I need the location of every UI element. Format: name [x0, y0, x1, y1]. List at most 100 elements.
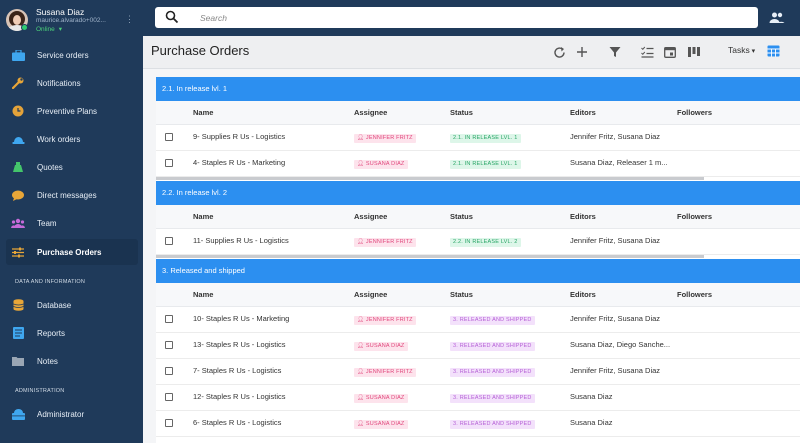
clock-icon [11, 104, 25, 118]
horizontal-scrollbar[interactable] [156, 177, 704, 180]
column-assignee[interactable]: Assignee [354, 108, 388, 117]
status-badge: 3. RELEASED AND SHIPPED [450, 420, 535, 429]
page-header: Purchase Orders Tasks [143, 36, 800, 69]
nav-item-work-orders[interactable]: Work orders [6, 126, 138, 152]
add-icon[interactable] [575, 45, 589, 59]
order-name[interactable]: 11- Supplies R Us - Logistics [193, 236, 289, 245]
row-checkbox[interactable] [165, 419, 173, 427]
row-checkbox[interactable] [165, 393, 173, 401]
row-checkbox[interactable] [165, 367, 173, 375]
group-header[interactable]: 2.2. In release lvl. 2 [156, 181, 800, 205]
search-input[interactable] [200, 10, 740, 25]
status-badge: 2.1. IN RELEASE LVL. 1 [450, 160, 521, 169]
column-name[interactable]: Name [193, 212, 214, 221]
tasks-dropdown[interactable]: Tasks [728, 45, 755, 55]
assignee-badge[interactable]: 👤︎ JENNIFER FRITZ [354, 238, 416, 247]
online-indicator [21, 24, 28, 31]
sidebar: Susana Diaz maurice.alvarado+002... Onli… [0, 0, 143, 443]
column-editors[interactable]: Editors [570, 108, 596, 117]
order-name[interactable]: 4- Staples R Us - Marketing [193, 158, 286, 167]
filter-icon[interactable] [608, 45, 622, 59]
calendar-icon[interactable] [663, 45, 677, 59]
status-badge: 3. RELEASED AND SHIPPED [450, 394, 535, 403]
people-icon[interactable] [769, 10, 785, 26]
row-checkbox[interactable] [165, 159, 173, 167]
avatar [6, 9, 28, 31]
nav-item-notifications[interactable]: Notifications [6, 70, 138, 96]
column-name[interactable]: Name [193, 108, 214, 117]
column-followers[interactable]: Followers [677, 290, 713, 299]
group-released-and-shipped: 3. Released and shipped Name Assignee St… [156, 259, 800, 437]
order-name[interactable]: 12- Staples R Us - Logistics [193, 392, 286, 401]
nav-label: Preventive Plans [37, 107, 98, 116]
nav-item-direct-messages[interactable]: Direct messages [6, 182, 138, 208]
nav-item-team[interactable]: Team [6, 210, 138, 236]
row-checkbox[interactable] [165, 315, 173, 323]
nav-item-service-orders[interactable]: Service orders [6, 42, 138, 68]
user-status-dropdown[interactable]: Online [36, 25, 62, 33]
table-row[interactable]: 9- Supplies R Us - Logistics 👤︎ JENNIFER… [156, 125, 800, 151]
checklist-icon[interactable] [640, 45, 654, 59]
nav-label: Work orders [37, 135, 81, 144]
order-name[interactable]: 10- Staples R Us - Marketing [193, 314, 290, 323]
column-followers[interactable]: Followers [677, 212, 713, 221]
column-followers[interactable]: Followers [677, 108, 713, 117]
team-icon [11, 216, 25, 230]
nav-item-preventive-plans[interactable]: Preventive Plans [6, 98, 138, 124]
nav-item-administrator[interactable]: Administrator [6, 401, 138, 427]
table-row[interactable]: 11- Supplies R Us - Logistics 👤︎ JENNIFE… [156, 229, 800, 255]
group-header[interactable]: 3. Released and shipped [156, 259, 800, 283]
orders-list: 2.1. In release lvl. 1 Name Assignee Sta… [156, 77, 800, 443]
column-status[interactable]: Status [450, 108, 473, 117]
order-name[interactable]: 13- Staples R Us - Logistics [193, 340, 286, 349]
search-bar[interactable] [155, 7, 758, 28]
assignee-badge[interactable]: 👤︎ SUSANA DIAZ [354, 394, 408, 403]
sliders-icon [11, 245, 25, 259]
horizontal-scrollbar[interactable] [156, 255, 704, 258]
assignee-badge[interactable]: 👤︎ SUSANA DIAZ [354, 160, 408, 169]
assignee-badge[interactable]: 👤︎ JENNIFER FRITZ [354, 368, 416, 377]
column-status[interactable]: Status [450, 212, 473, 221]
nav-item-purchase-orders[interactable]: Purchase Orders [6, 239, 138, 265]
row-checkbox[interactable] [165, 237, 173, 245]
top-bar [143, 0, 800, 36]
nav-item-reports[interactable]: Reports [6, 320, 138, 346]
order-name[interactable]: 9- Supplies R Us - Logistics [193, 132, 286, 141]
group-header[interactable]: 2.1. In release lvl. 1 [156, 77, 800, 101]
row-checkbox[interactable] [165, 341, 173, 349]
refresh-icon[interactable] [552, 45, 566, 59]
table-row[interactable]: 4- Staples R Us - Marketing 👤︎ SUSANA DI… [156, 151, 800, 177]
table-row[interactable]: 6- Staples R Us - Logistics 👤︎ SUSANA DI… [156, 411, 800, 437]
nav-item-notes[interactable]: Notes [6, 348, 138, 374]
status-badge: 2.2. IN RELEASE LVL. 2 [450, 238, 521, 247]
nav-item-quotes[interactable]: Quotes [6, 154, 138, 180]
order-name[interactable]: 6- Staples R Us - Logistics [193, 418, 282, 427]
editors-cell: Jennifer Fritz, Susana Diaz [570, 366, 661, 375]
assignee-badge[interactable]: 👤︎ SUSANA DIAZ [354, 342, 408, 351]
nav-label: Reports [37, 329, 66, 338]
table-row[interactable]: 10- Staples R Us - Marketing 👤︎ JENNIFER… [156, 307, 800, 333]
row-checkbox[interactable] [165, 133, 173, 141]
nav-label: Notes [37, 357, 58, 366]
assignee-badge[interactable]: 👤︎ JENNIFER FRITZ [354, 316, 416, 325]
assignee-badge[interactable]: 👤︎ SUSANA DIAZ [354, 420, 408, 429]
page-title: Purchase Orders [151, 43, 250, 58]
table-row[interactable]: 7- Staples R Us - Logistics 👤︎ JENNIFER … [156, 359, 800, 385]
table-row[interactable]: 12- Staples R Us - Logistics 👤︎ SUSANA D… [156, 385, 800, 411]
assignee-badge[interactable]: 👤︎ JENNIFER FRITZ [354, 134, 416, 143]
column-assignee[interactable]: Assignee [354, 212, 388, 221]
wrench-icon [11, 76, 25, 90]
more-options-icon[interactable]: ⋮ [125, 14, 134, 24]
kanban-icon[interactable] [687, 45, 701, 59]
column-editors[interactable]: Editors [570, 212, 596, 221]
table-row[interactable]: 13- Staples R Us - Logistics 👤︎ SUSANA D… [156, 333, 800, 359]
order-name[interactable]: 7- Staples R Us - Logistics [193, 366, 282, 375]
nav-item-database[interactable]: Database [6, 292, 138, 318]
user-profile[interactable]: Susana Diaz maurice.alvarado+002... Onli… [0, 0, 143, 38]
table-view-icon[interactable] [767, 45, 781, 59]
column-assignee[interactable]: Assignee [354, 290, 388, 299]
column-status[interactable]: Status [450, 290, 473, 299]
money-bag-icon [11, 160, 25, 174]
column-name[interactable]: Name [193, 290, 214, 299]
column-editors[interactable]: Editors [570, 290, 596, 299]
